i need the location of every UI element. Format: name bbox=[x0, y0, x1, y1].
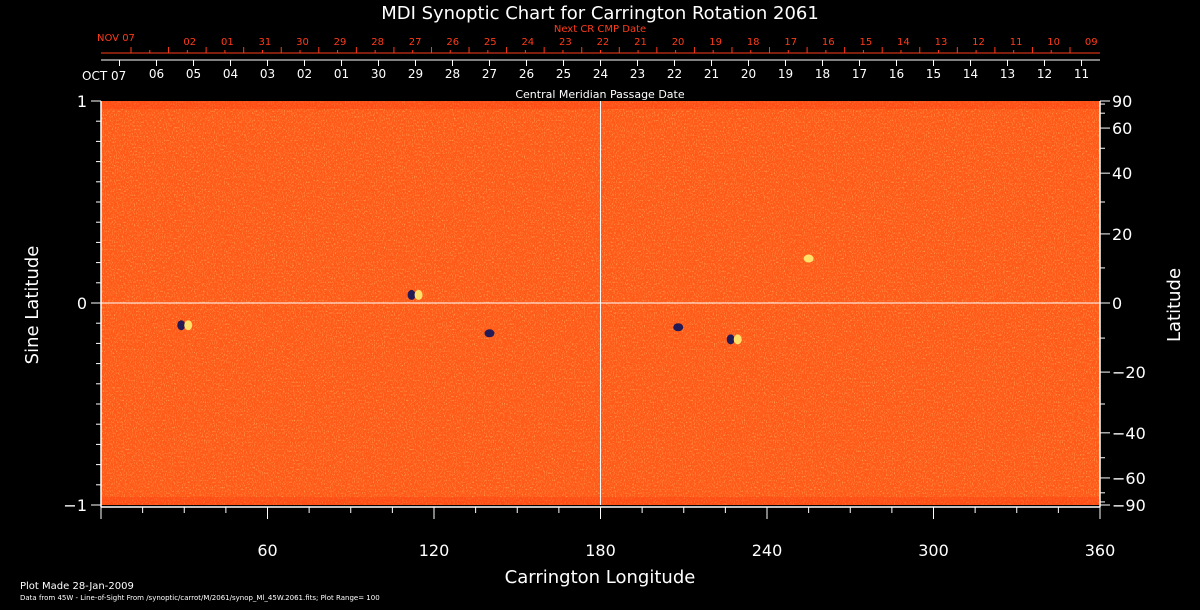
next-cr-label: Next CR CMP Date bbox=[554, 24, 646, 35]
next-cr-date-label-3: 30 bbox=[296, 37, 309, 48]
plot-layer bbox=[101, 101, 1100, 505]
x-tick-label-120: 120 bbox=[419, 541, 450, 560]
feature-1-negative bbox=[177, 320, 186, 331]
cmp-date-label-11: 25 bbox=[556, 67, 571, 81]
cmp-date-label-21: 15 bbox=[926, 67, 941, 81]
chart-title: MDI Synoptic Chart for Carrington Rotati… bbox=[381, 3, 819, 24]
next-cr-date-label-16: 17 bbox=[784, 37, 797, 48]
cmp-date-label-15: 21 bbox=[704, 67, 719, 81]
next-cr-date-label-0: 02 bbox=[183, 37, 196, 48]
y-right-tick-label-60: 60 bbox=[1112, 119, 1132, 138]
y-left-tick-label-0: 0 bbox=[77, 294, 87, 313]
cmp-date-label-10: 26 bbox=[519, 67, 534, 81]
y-right-tick-label--20: −20 bbox=[1112, 363, 1146, 382]
cmp-month-start: OCT 07 bbox=[82, 69, 126, 83]
cmp-date-label-9: 27 bbox=[482, 67, 497, 81]
next-cr-date-label-14: 19 bbox=[709, 37, 722, 48]
cmp-date-label-4: 02 bbox=[297, 67, 312, 81]
feature-2 bbox=[484, 329, 495, 338]
next-cr-date-label-1: 01 bbox=[221, 37, 234, 48]
next-cr-month-start: NOV 07 bbox=[97, 33, 135, 44]
cmp-date-label-8: 28 bbox=[445, 67, 460, 81]
cmp-date-label-6: 30 bbox=[371, 67, 386, 81]
next-cr-date-label-6: 27 bbox=[409, 37, 422, 48]
cmp-date-label-1: 05 bbox=[186, 67, 201, 81]
cmp-date-label-12: 24 bbox=[593, 67, 608, 81]
next-cr-date-label-12: 21 bbox=[634, 37, 647, 48]
cmp-date-label-3: 03 bbox=[260, 67, 275, 81]
feature-0-positive bbox=[414, 289, 423, 300]
feature-0-negative bbox=[407, 289, 416, 300]
cmp-date-label-19: 17 bbox=[852, 67, 867, 81]
cmp-date-label-13: 23 bbox=[630, 67, 645, 81]
y-right-tick-label--90: −90 bbox=[1112, 496, 1146, 515]
cmp-date-label-0: 06 bbox=[149, 67, 164, 81]
x-tick-label-300: 300 bbox=[918, 541, 949, 560]
cmp-date-label-17: 19 bbox=[778, 67, 793, 81]
axes-layer: 60 120 180 240 300 360−101−90−60−40−200204060… bbox=[63, 37, 1145, 560]
y-left-tick-label-1: 1 bbox=[77, 92, 87, 111]
next-cr-date-label-24: 09 bbox=[1085, 37, 1098, 48]
x-tick-label-240: 240 bbox=[752, 541, 783, 560]
cmp-date-label-16: 20 bbox=[741, 67, 756, 81]
feature-4-negative bbox=[726, 334, 735, 345]
cmp-date-label-23: 13 bbox=[1000, 67, 1015, 81]
feature-5 bbox=[803, 254, 814, 263]
plot-made-text: Plot Made 28-Jan-2009 bbox=[20, 581, 134, 592]
feature-1-positive bbox=[184, 320, 193, 331]
top-axis-label: Central Meridian Passage Date bbox=[515, 88, 684, 101]
x-axis-label: Carrington Longitude bbox=[505, 567, 696, 588]
y-right-tick-label-40: 40 bbox=[1112, 164, 1132, 183]
cmp-date-label-5: 01 bbox=[334, 67, 349, 81]
next-cr-date-label-2: 31 bbox=[259, 37, 272, 48]
next-cr-date-label-20: 13 bbox=[935, 37, 948, 48]
y-right-tick-label--60: −60 bbox=[1112, 469, 1146, 488]
y-axis-label-left: Sine Latitude bbox=[22, 246, 43, 365]
next-cr-date-label-18: 15 bbox=[859, 37, 872, 48]
cmp-date-label-7: 29 bbox=[408, 67, 423, 81]
feature-4-positive bbox=[733, 334, 742, 345]
next-cr-date-label-23: 10 bbox=[1047, 37, 1060, 48]
next-cr-date-label-5: 28 bbox=[371, 37, 384, 48]
next-cr-date-label-7: 26 bbox=[446, 37, 459, 48]
cmp-date-label-2: 04 bbox=[223, 67, 238, 81]
next-cr-date-label-17: 16 bbox=[822, 37, 835, 48]
cmp-date-label-18: 18 bbox=[815, 67, 830, 81]
y-right-tick-label-0: 0 bbox=[1112, 294, 1122, 313]
next-cr-date-label-9: 24 bbox=[521, 37, 534, 48]
x-tick-label-180: 180 bbox=[585, 541, 616, 560]
next-cr-date-label-15: 18 bbox=[747, 37, 760, 48]
next-cr-date-label-22: 11 bbox=[1010, 37, 1023, 48]
next-cr-date-label-21: 12 bbox=[972, 37, 985, 48]
y-axis-label-right: Latitude bbox=[1164, 268, 1185, 342]
next-cr-date-label-19: 14 bbox=[897, 37, 910, 48]
next-cr-date-label-13: 20 bbox=[672, 37, 685, 48]
next-cr-date-label-8: 25 bbox=[484, 37, 497, 48]
cmp-date-label-14: 22 bbox=[667, 67, 682, 81]
y-right-tick-label-90: 90 bbox=[1112, 92, 1132, 111]
feature-3 bbox=[673, 323, 684, 332]
data-note-text: Data from 45W - Line-of-Sight From /syno… bbox=[20, 594, 380, 602]
y-right-tick-label-20: 20 bbox=[1112, 225, 1132, 244]
next-cr-date-label-10: 23 bbox=[559, 37, 572, 48]
x-tick-label-360: 360 bbox=[1085, 541, 1116, 560]
next-cr-date-label-4: 29 bbox=[334, 37, 347, 48]
cmp-date-label-22: 14 bbox=[963, 67, 978, 81]
cmp-date-label-24: 12 bbox=[1037, 67, 1052, 81]
next-cr-date-label-11: 22 bbox=[597, 37, 610, 48]
x-tick-label-60: 60 bbox=[257, 541, 277, 560]
cmp-date-label-20: 16 bbox=[889, 67, 904, 81]
cmp-date-label-25: 11 bbox=[1074, 67, 1089, 81]
y-left-tick-label--1: −1 bbox=[63, 496, 87, 515]
y-right-tick-label--40: −40 bbox=[1112, 424, 1146, 443]
